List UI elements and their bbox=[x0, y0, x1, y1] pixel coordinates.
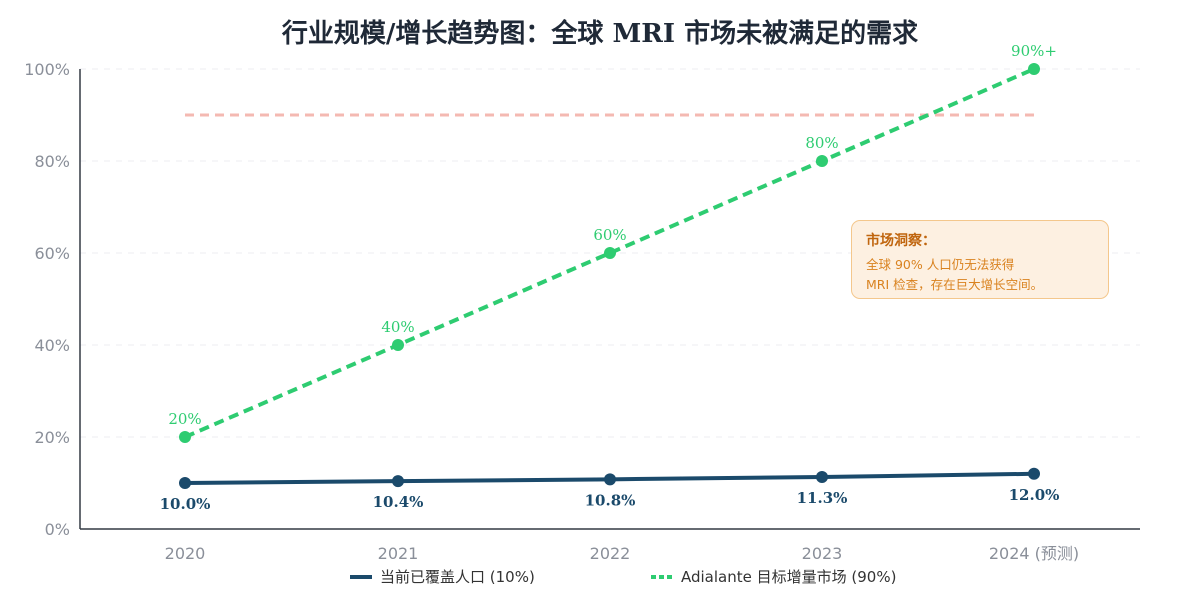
data-label: 80% bbox=[805, 134, 838, 152]
legend-label: Adialante 目标增量市场 (90%) bbox=[681, 568, 896, 586]
y-tick-label: 100% bbox=[24, 60, 70, 79]
y-tick-label: 40% bbox=[34, 336, 70, 355]
y-tick-label: 20% bbox=[34, 428, 70, 447]
x-tick-label: 2021 bbox=[378, 544, 419, 563]
axes: 0% 20% 40% 60% 80% 100% 2020 2021 2022 2023 2024 (… bbox=[24, 60, 1140, 563]
data-point bbox=[1028, 63, 1040, 75]
x-tick-label: 2023 bbox=[802, 544, 843, 563]
data-label: 12.0% bbox=[1009, 486, 1060, 504]
data-label: 11.3% bbox=[797, 489, 848, 507]
data-labels: 10.0% 10.4% 10.8% 11.3% 12.0% 20% 40% 60% 80% 90%… bbox=[160, 42, 1060, 513]
x-tick-label: 2022 bbox=[590, 544, 631, 563]
data-point bbox=[392, 339, 404, 351]
data-label: 60% bbox=[593, 226, 626, 244]
data-label: 10.4% bbox=[373, 493, 424, 511]
insight-line-1: 全球 90% 人口仍无法获得 bbox=[866, 257, 1015, 272]
data-label: 10.0% bbox=[160, 495, 211, 513]
data-point bbox=[816, 471, 828, 484]
data-label: 10.8% bbox=[585, 491, 636, 509]
market-insight-callout: 市场洞察： 全球 90% 人口仍无法获得 MRI 检查，存在巨大增长空间。 bbox=[851, 220, 1109, 299]
data-point bbox=[604, 473, 616, 486]
data-point bbox=[1028, 467, 1040, 480]
legend-label: 当前已覆盖人口 (10%) bbox=[380, 568, 535, 586]
x-tick-label: 2024 (预测) bbox=[989, 544, 1079, 563]
y-tick-label: 0% bbox=[45, 520, 70, 539]
data-label: 40% bbox=[381, 318, 414, 336]
x-tick-label: 2020 bbox=[165, 544, 206, 563]
series-lines bbox=[179, 63, 1040, 489]
insight-line-2: MRI 检查，存在巨大增长空间。 bbox=[866, 277, 1044, 292]
series-line-1 bbox=[184, 67, 1035, 439]
data-point bbox=[392, 475, 404, 488]
data-point bbox=[816, 155, 828, 167]
data-point bbox=[604, 247, 616, 259]
data-label: 90%+ bbox=[1011, 42, 1057, 60]
y-tick-label: 80% bbox=[34, 152, 70, 171]
y-tick-label: 60% bbox=[34, 244, 70, 263]
data-label: 20% bbox=[168, 410, 201, 428]
insight-title: 市场洞察： bbox=[866, 233, 936, 249]
chart-title: 行业规模/增长趋势图：全球 MRI 市场未被满足的需求 bbox=[281, 18, 918, 49]
data-point bbox=[179, 431, 191, 443]
legend: 当前已覆盖人口 (10%) Adialante 目标增量市场 (90%) bbox=[350, 568, 896, 586]
data-point bbox=[179, 477, 191, 489]
